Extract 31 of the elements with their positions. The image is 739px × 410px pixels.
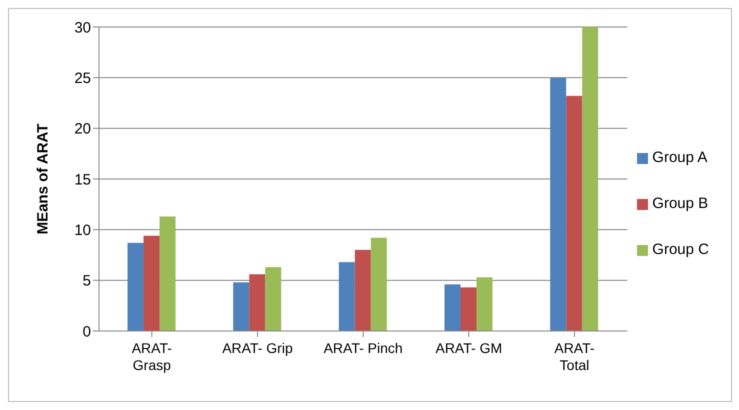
y-tick-label: 30 <box>74 19 91 36</box>
y-tick-label: 25 <box>74 70 91 87</box>
bar <box>265 267 282 331</box>
bar <box>550 78 566 331</box>
bar <box>249 274 266 331</box>
y-tick-label: 0 <box>82 323 91 340</box>
bar <box>144 236 160 331</box>
bar <box>233 282 250 331</box>
bar <box>338 262 355 331</box>
y-tick-label: 5 <box>82 272 91 290</box>
bar <box>566 96 582 331</box>
bar <box>582 27 598 331</box>
y-tick-label: 20 <box>74 120 91 138</box>
bar <box>354 250 371 331</box>
y-axis-title: MEans of ARAT <box>34 124 52 234</box>
y-tick-label: 15 <box>74 171 91 188</box>
bar <box>444 284 461 331</box>
bar <box>160 216 176 331</box>
x-tick-label: ARAT-Total <box>554 340 595 373</box>
legend-label: Group B <box>652 195 708 212</box>
bar <box>476 277 493 331</box>
y-tick-label: 10 <box>74 222 91 239</box>
x-tick-label: ARAT- Grip <box>222 340 293 356</box>
legend-label: Group A <box>652 149 708 166</box>
bar <box>370 238 387 331</box>
x-tick-label: ARAT- GM <box>435 340 502 356</box>
legend-label: Group C <box>652 241 709 258</box>
x-tick-label: ARAT-Grasp <box>132 340 172 373</box>
bar <box>128 242 144 331</box>
x-tick-label: ARAT- Pinch <box>324 340 403 356</box>
bar <box>460 287 477 331</box>
